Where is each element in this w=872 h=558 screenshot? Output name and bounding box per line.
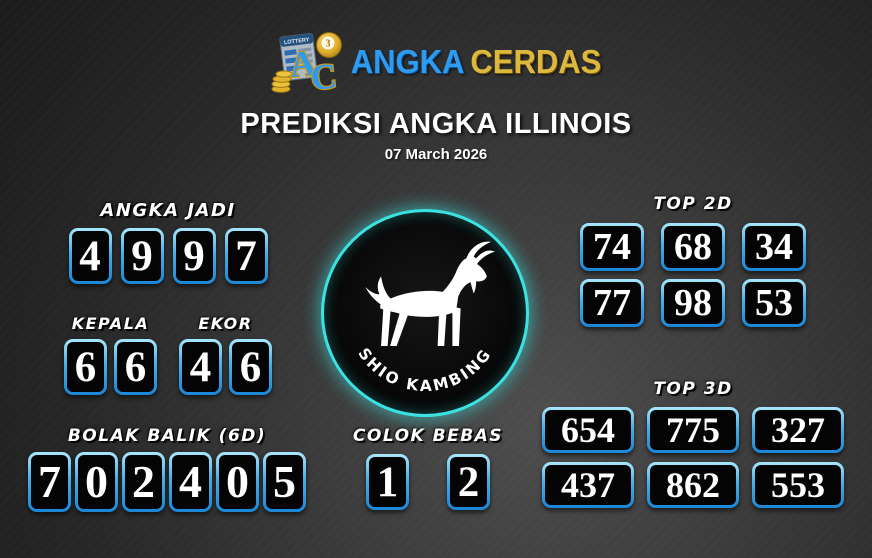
angka-jadi-label: ANGKA JADI (100, 200, 236, 221)
section-angka-jadi: ANGKA JADI 4 9 9 7 (38, 200, 298, 284)
section-bolak-balik: BOLAK BALIK (6D) 7 0 2 4 0 5 (8, 426, 326, 512)
number-tile: 2 (122, 452, 165, 512)
number-tile: 7 (224, 228, 268, 284)
colok-bebas-label: COLOK BEBAS (352, 426, 504, 446)
number-tile: 74 (580, 223, 644, 271)
number: 862 (650, 465, 736, 505)
top-3d-label: TOP 3D (653, 379, 733, 399)
number-tile: 0 (75, 452, 118, 512)
number-tile: 77 (580, 279, 644, 327)
number-tile: 862 (647, 462, 739, 508)
number: 553 (755, 465, 841, 505)
number-tile: 9 (172, 228, 216, 284)
shio-label: SHIO KAMBING (354, 345, 493, 395)
bolak-balik-label: BOLAK BALIK (6D) (67, 426, 267, 446)
number: 77 (583, 282, 641, 324)
number: 654 (545, 410, 631, 450)
ekor-group: EKOR 4 6 (179, 314, 272, 395)
number: 437 (545, 465, 631, 505)
number-tile: 6 (229, 339, 272, 395)
number: 68 (664, 226, 722, 268)
number: 327 (755, 410, 841, 450)
number-tile: 98 (661, 279, 725, 327)
kepala-label: KEPALA (71, 314, 150, 333)
brand-name: ANGKA CERDAS (351, 43, 602, 82)
page-title: PREDIKSI ANGKA ILLINOIS (240, 108, 632, 140)
number-tile: 775 (647, 407, 739, 453)
section-colok-bebas: COLOK BEBAS 1 2 (330, 426, 526, 510)
svg-text:LOTTERY: LOTTERY (283, 37, 309, 46)
number: 34 (745, 226, 803, 268)
number-tile: 53 (742, 279, 806, 327)
section-top-3d: TOP 3D 654 775 327 437 862 553 (528, 379, 858, 517)
number-tile: 5 (263, 452, 306, 512)
coins-icon (271, 70, 293, 93)
number-tile: 4 (179, 339, 222, 395)
number: 775 (650, 410, 736, 450)
lotto-ball-icon: 3 (315, 32, 342, 58)
number-tile: 68 (661, 223, 725, 271)
brand-logo: LOTTERY 3 A (0, 30, 872, 94)
top-2d-label: TOP 2D (653, 194, 733, 214)
angka-cerdas-logo-icon: LOTTERY 3 A (271, 32, 342, 94)
number-tile: 654 (542, 407, 634, 453)
digit: 6 (117, 342, 154, 392)
svg-text:SHIO KAMBING: SHIO KAMBING (354, 345, 495, 395)
digit: 7 (227, 231, 265, 281)
svg-text:A: A (287, 42, 317, 84)
digit: 2 (450, 457, 487, 507)
digit: 9 (175, 231, 213, 281)
section-top-2d: TOP 2D 74 68 34 77 98 53 (558, 194, 828, 335)
number-tile: 6 (64, 339, 107, 395)
number-tile: 2 (447, 454, 490, 510)
kepala-group: KEPALA 6 6 (64, 314, 157, 395)
number-tile: 7 (28, 452, 71, 512)
shio-zodiac-badge: SHIO KAMBING (321, 209, 529, 417)
number: 74 (583, 226, 641, 268)
digit: 9 (123, 231, 161, 281)
brand-name-cerdas: CERDAS (470, 42, 602, 81)
ekor-label: EKOR (198, 314, 253, 333)
ac-monogram: A C (286, 41, 339, 94)
digit: 2 (125, 455, 162, 509)
digit: 0 (78, 455, 115, 509)
section-kepala-ekor: KEPALA 6 6 EKOR 4 6 (40, 314, 296, 395)
digit: 4 (172, 455, 209, 509)
number: 98 (664, 282, 722, 324)
digit: 4 (71, 231, 109, 281)
digit: 6 (232, 342, 269, 392)
digit: 1 (369, 457, 406, 507)
number-tile: 1 (366, 454, 409, 510)
number-tile: 4 (169, 452, 212, 512)
number-tile: 0 (216, 452, 259, 512)
number-tile: 34 (742, 223, 806, 271)
number-tile: 4 (68, 228, 112, 284)
digit: 6 (67, 342, 104, 392)
number-tile: 6 (114, 339, 157, 395)
svg-text:3: 3 (325, 39, 330, 50)
number-tile: 327 (752, 407, 844, 453)
digit: 0 (219, 455, 256, 509)
draw-date: 07 March 2026 (384, 146, 488, 163)
svg-text:C: C (308, 55, 338, 94)
number-tile: 9 (120, 228, 164, 284)
digit: 4 (182, 342, 219, 392)
digit: 5 (266, 455, 303, 509)
brand-name-angka: ANGKA (350, 42, 465, 81)
lottery-ticket-icon: LOTTERY (279, 33, 318, 82)
digit: 7 (31, 455, 68, 509)
goat-icon: SHIO KAMBING (354, 241, 496, 395)
number-tile: 553 (752, 462, 844, 508)
number-tile: 437 (542, 462, 634, 508)
number: 53 (745, 282, 803, 324)
